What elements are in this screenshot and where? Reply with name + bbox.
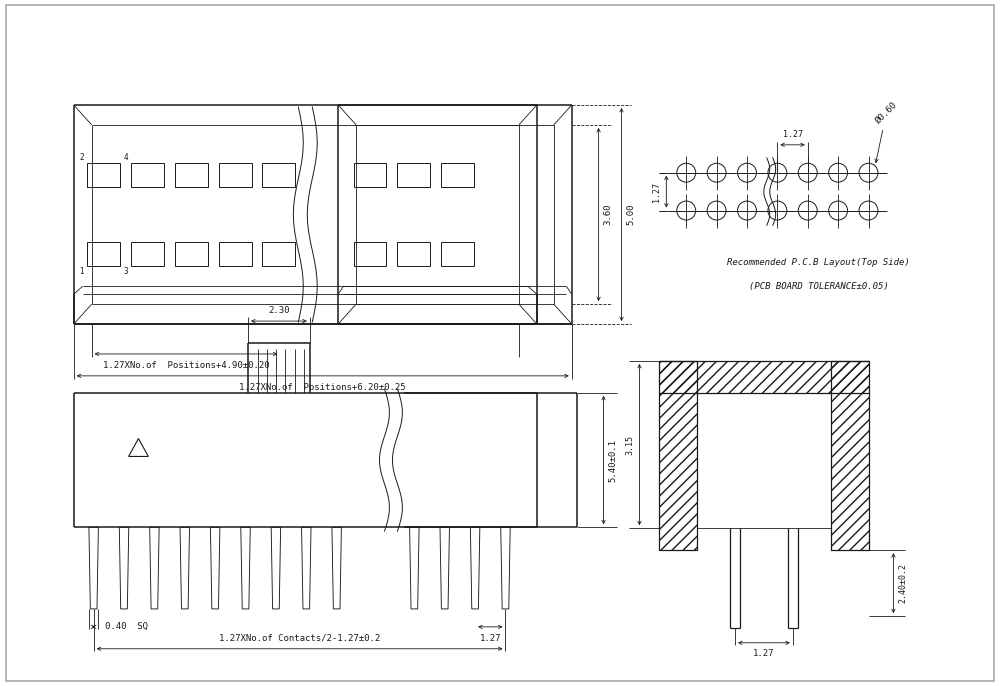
Bar bbox=[87, 163, 120, 187]
Bar bbox=[131, 241, 164, 266]
Text: 3: 3 bbox=[123, 268, 128, 276]
Bar bbox=[219, 163, 252, 187]
Text: 3.15: 3.15 bbox=[625, 435, 634, 455]
Text: 1.27XNo.of Contacts/2-1.27±0.2: 1.27XNo.of Contacts/2-1.27±0.2 bbox=[219, 634, 380, 643]
Text: 1.27: 1.27 bbox=[783, 130, 803, 139]
Bar bbox=[175, 241, 208, 266]
Text: 5.00: 5.00 bbox=[626, 204, 635, 225]
Bar bbox=[397, 163, 430, 187]
Text: Ø0.60: Ø0.60 bbox=[874, 99, 899, 163]
Text: 2: 2 bbox=[80, 153, 84, 162]
Bar bbox=[831, 361, 869, 550]
Text: 0.40  SQ: 0.40 SQ bbox=[105, 622, 148, 631]
Text: 1.27XNo.of  Positions+6.20±0.25: 1.27XNo.of Positions+6.20±0.25 bbox=[239, 383, 406, 392]
Text: 5.40±0.1: 5.40±0.1 bbox=[609, 438, 618, 482]
Text: (PCB BOARD TOLERANCE±0.05): (PCB BOARD TOLERANCE±0.05) bbox=[749, 282, 889, 291]
Bar bbox=[441, 163, 474, 187]
Bar bbox=[262, 241, 295, 266]
Bar bbox=[659, 361, 697, 550]
Bar bbox=[354, 163, 386, 187]
Text: 3.60: 3.60 bbox=[604, 204, 613, 225]
Text: 1.27: 1.27 bbox=[652, 182, 661, 202]
Text: 1.27: 1.27 bbox=[480, 634, 501, 643]
Text: 4: 4 bbox=[123, 153, 128, 162]
Text: 2.40±0.2: 2.40±0.2 bbox=[898, 563, 907, 603]
Bar bbox=[219, 241, 252, 266]
Bar bbox=[354, 241, 386, 266]
Bar bbox=[87, 241, 120, 266]
Text: 2.30: 2.30 bbox=[268, 306, 290, 315]
Bar bbox=[262, 163, 295, 187]
Text: Recommended P.C.B Layout(Top Side): Recommended P.C.B Layout(Top Side) bbox=[727, 258, 910, 267]
Bar bbox=[131, 163, 164, 187]
Bar bbox=[175, 163, 208, 187]
Bar bbox=[397, 241, 430, 266]
Text: 1.27XNo.of  Positions+4.90±0.20: 1.27XNo.of Positions+4.90±0.20 bbox=[103, 361, 269, 370]
Text: 1: 1 bbox=[80, 268, 84, 276]
Bar bbox=[659, 361, 869, 393]
Text: 1.27: 1.27 bbox=[753, 649, 775, 658]
Bar bbox=[441, 241, 474, 266]
